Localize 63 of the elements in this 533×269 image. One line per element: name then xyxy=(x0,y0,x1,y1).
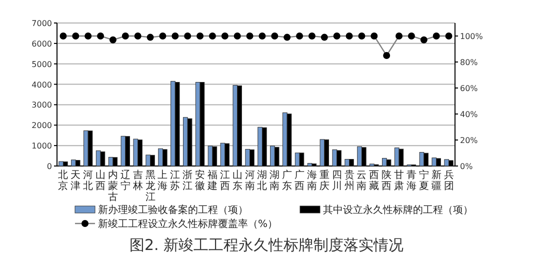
legend-label: 新办理竣工验收备案的工程（项） xyxy=(98,204,248,216)
y-tick-label: 1000 xyxy=(32,142,52,151)
bar xyxy=(320,139,325,166)
x-tick-label: 天津 xyxy=(70,170,81,192)
y-tick-label: 5000 xyxy=(32,60,52,69)
x-tick-label: 山东 xyxy=(232,169,242,192)
x-tick-label: 北京 xyxy=(58,169,68,192)
x-tick-label: 黑龙江 xyxy=(145,170,156,203)
legend-label: 新竣工工程设立永久性标牌覆盖率（%） xyxy=(98,218,278,230)
y-tick-label: 2000 xyxy=(32,121,52,130)
x-tick-label: 浙江 xyxy=(182,169,193,192)
bar xyxy=(220,142,226,166)
x-tick-label: 江苏 xyxy=(170,169,180,192)
x-tick-label: 河北 xyxy=(83,169,94,192)
x-tick-label: 四川 xyxy=(332,170,342,192)
x-tick-label: 青海 xyxy=(406,169,416,192)
x-tick-label: 辽宁 xyxy=(120,169,130,192)
legend-label: 其中设立永久性标牌的工程（项） xyxy=(323,204,473,216)
y2-tick-label: 80% xyxy=(460,58,478,67)
x-tick-label: 重庆 xyxy=(319,169,330,192)
x-tick-label: 内蒙古 xyxy=(108,169,118,203)
y2-tick-label: 20% xyxy=(460,136,478,145)
bar xyxy=(245,149,250,166)
y2-tick-label: 60% xyxy=(460,84,478,93)
bar xyxy=(133,138,138,166)
x-tick-label: 湖南 xyxy=(270,169,280,192)
x-tick-label: 云南 xyxy=(356,170,367,192)
bar xyxy=(146,154,151,166)
x-tick-label: 江西 xyxy=(220,169,230,192)
x-tick-label: 福建 xyxy=(206,169,218,192)
x-tick-label: 陕西 xyxy=(382,169,392,192)
x-tick-label: 河南 xyxy=(244,169,255,192)
x-tick-label: 山西 xyxy=(96,169,106,192)
bar xyxy=(432,158,437,166)
x-tick-label: 吉林 xyxy=(132,169,143,192)
x-tick-label: 甘肃 xyxy=(394,169,404,192)
x-tick-label: 海南 xyxy=(306,169,317,192)
x-tick-label: 广西 xyxy=(294,169,305,192)
text: 图2. 新竣工工程永久性标牌制度落实情况 xyxy=(129,236,404,254)
y-tick-label: 6000 xyxy=(32,39,52,48)
y2-tick-label: 100% xyxy=(460,32,484,41)
y2-tick-label: 40% xyxy=(460,110,478,119)
bar xyxy=(444,159,450,166)
x-tick-label: 湖北 xyxy=(257,169,268,192)
bar xyxy=(332,149,338,166)
bar xyxy=(307,163,312,166)
bar xyxy=(120,136,126,166)
x-tick-label: 宁夏 xyxy=(418,169,429,192)
y2-tick-label: 0% xyxy=(460,162,474,171)
bar xyxy=(232,85,238,166)
bar xyxy=(419,152,424,166)
y-tick-label: 7000 xyxy=(32,19,52,28)
y-tick-label: 0 xyxy=(46,162,52,171)
x-tick-label: 上海 xyxy=(158,169,168,192)
x-tick-label: 安徽 xyxy=(195,169,206,192)
y-tick-label: 3000 xyxy=(32,100,52,110)
x-tick-label: 兵团 xyxy=(444,169,454,192)
x-tick-label: 广东 xyxy=(282,169,292,192)
x-tick-label: 新疆 xyxy=(431,169,442,192)
x-tick-label: 西藏 xyxy=(369,170,380,192)
x-tick-label: 贵州 xyxy=(344,169,354,192)
bar xyxy=(344,159,350,166)
y-tick-label: 4000 xyxy=(32,80,52,90)
